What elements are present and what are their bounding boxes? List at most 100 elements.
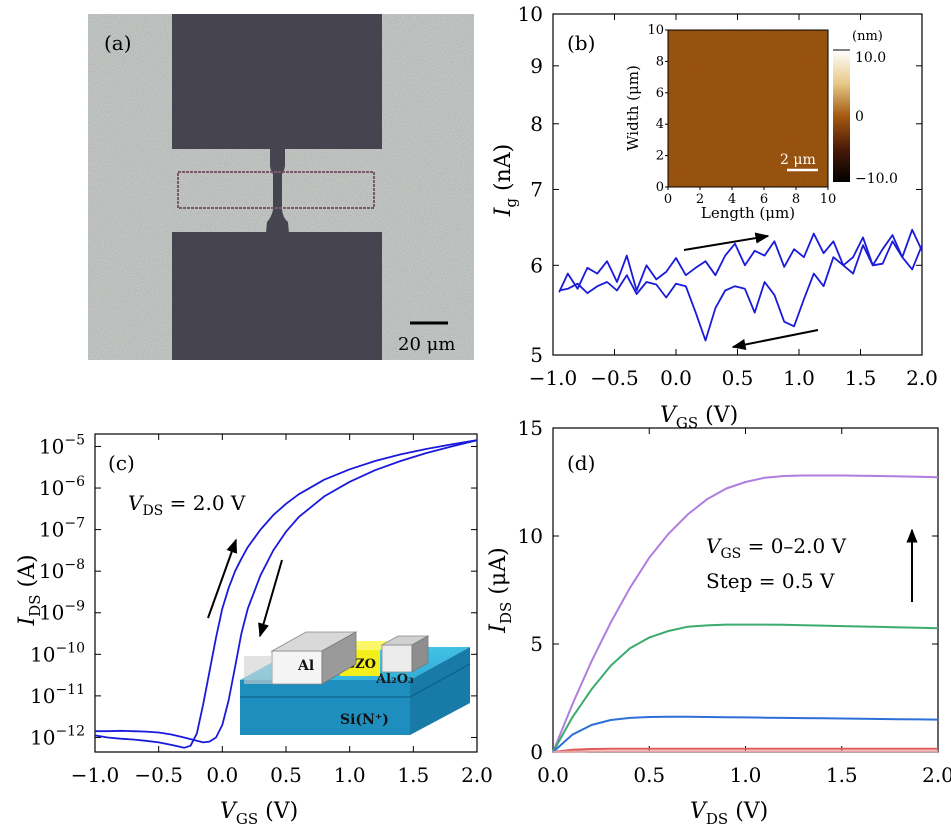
panel-b-ytick-label: 5 — [530, 343, 543, 367]
panel-b: −1.0 −0.5 0.0 0.5 1.0 1.5 2.0 5 6 7 8 9 10 (b) Ig (n… — [491, 2, 938, 432]
bottom-electrode — [172, 232, 382, 360]
panel-c-ytick-label: 10−11 — [30, 682, 85, 708]
vds-annotation: VDS = 2.0 V — [128, 491, 246, 519]
panel-d-xtick-label: 1.5 — [826, 763, 858, 787]
afm-xtick-label: 8 — [792, 192, 800, 207]
panel-c-xtick-label: 0.5 — [270, 763, 302, 787]
panel-d-series-vgs-0 — [552, 750, 938, 753]
panel-c-ytick-label: 10−10 — [30, 640, 85, 666]
panel-c-label: (c) — [108, 451, 135, 475]
device-schematic: Al₂O₃ Si(N⁺) IGZO Al — [240, 631, 471, 735]
panel-c-series-reverse — [95, 439, 478, 744]
panel-c: −1.0 −0.5 0.0 0.5 1.0 1.5 2.0 10−12 10−11 10−10 10… — [15, 432, 493, 828]
reverse-sweep-arrow-c — [258, 559, 283, 638]
colorbar-unit: (nm) — [852, 29, 883, 44]
afm-ylabel: Width (μm) — [624, 65, 642, 151]
afm-xtick-label: 0 — [664, 192, 672, 207]
svg-text:Ig (nA): Ig (nA) — [491, 144, 520, 218]
afm-ytick-label: 4 — [656, 117, 664, 132]
panel-c-ytick-label: 10−5 — [39, 432, 85, 458]
afm-ytick-label: 8 — [656, 54, 664, 69]
panel-c-xtick-label: 2.0 — [461, 763, 493, 787]
panel-c-ytick-label: 10−9 — [39, 599, 85, 625]
panel-d-xtick-label: 2.0 — [922, 763, 951, 787]
colorbar-mid: 0 — [855, 109, 864, 125]
top-electrode — [172, 14, 382, 149]
panel-b-ytick-label: 9 — [530, 54, 543, 78]
svg-text:VGS (V): VGS (V) — [660, 403, 738, 432]
panel-d-xtick-label: 1.0 — [730, 763, 762, 787]
afm-ytick-label: 6 — [656, 86, 664, 101]
panel-b-xtick-label: 2.0 — [906, 366, 938, 390]
step-annotation: Step = 0.5 V — [706, 569, 835, 593]
panel-d-xlabel: VDS (V) — [690, 799, 768, 828]
panel-a: (a) 20 μm — [88, 14, 474, 360]
panel-c-xtick-label: −1.0 — [71, 763, 120, 787]
panel-d-series-vgs-1-0 — [552, 715, 939, 753]
panel-b-series-forward — [558, 228, 923, 293]
panel-c-ylabel: IDS (A) — [15, 554, 44, 626]
panel-c-xlabel: VGS (V) — [220, 799, 298, 828]
panel-b-ytick-label: 8 — [530, 112, 543, 136]
al-electrode-right — [381, 644, 413, 673]
panel-b-xtick-label: 0.5 — [722, 366, 754, 390]
afm-texture — [668, 30, 828, 187]
channel-constriction — [266, 148, 289, 233]
afm-xtick-label: 4 — [728, 192, 736, 207]
panel-d-ytick-label: 5 — [530, 632, 543, 656]
afm-frame — [667, 29, 829, 188]
scale-bar-label: 20 μm — [398, 334, 455, 355]
reverse-sweep-arrow — [731, 329, 819, 351]
panel-c-xtick-label: 0.0 — [206, 763, 238, 787]
afm-xtick-label: 6 — [760, 192, 768, 207]
panel-b-xlabel: VGS (V) — [660, 403, 738, 432]
panel-b-ylabel: Ig (nA) — [491, 144, 520, 218]
afm-ytick-label: 2 — [656, 149, 664, 164]
svg-text:IDS (A): IDS (A) — [15, 554, 44, 626]
panel-d-ylabel: IDS (μA) — [486, 547, 515, 633]
panel-d-xtick-label: 0.5 — [633, 763, 665, 787]
panel-c-ytick-label: 10−6 — [39, 474, 85, 500]
panel-b-axes: −1.0 −0.5 0.0 0.5 1.0 1.5 2.0 5 6 7 8 9 10 — [518, 2, 938, 390]
forward-sweep-arrow — [683, 232, 770, 251]
si-substrate-front — [240, 680, 410, 735]
panel-c-xtick-label: 1.5 — [397, 763, 429, 787]
afm-axis-ticks: 00 2 2 4 4 6 6 8 8 10 10 — [647, 23, 836, 207]
panel-b-ytick-label: 10 — [518, 2, 543, 26]
svg-text:IDS (μA): IDS (μA) — [486, 547, 515, 633]
afm-xlabel: Length (μm) — [701, 204, 795, 222]
afm-ytick-label: 10 — [647, 23, 664, 38]
al-label: Al — [297, 658, 314, 674]
svg-text:VGS (V): VGS (V) — [220, 799, 298, 828]
si-label: Si(N⁺) — [340, 712, 389, 728]
panel-d-series-vgs-1-5 — [552, 623, 939, 753]
panel-b-ytick-label: 6 — [530, 253, 543, 277]
panel-b-xtick-label: −1.0 — [529, 366, 578, 390]
panel-d-label: (d) — [567, 451, 595, 475]
panel-b-xtick-label: 1.0 — [783, 366, 815, 390]
afm-colorbar — [833, 50, 850, 182]
panel-c-xtick-label: 1.0 — [334, 763, 366, 787]
afm-ytick-label: 0 — [656, 180, 664, 195]
panel-b-ytick-label: 7 — [530, 177, 543, 201]
afm-xtick-label: 2 — [696, 192, 704, 207]
panel-b-xtick-label: 1.5 — [845, 366, 877, 390]
panel-a-label: (a) — [104, 31, 132, 55]
panel-c-ytick-label: 10−7 — [39, 516, 85, 542]
al2o3-label: Al₂O₃ — [375, 672, 414, 687]
panel-b-label: (b) — [567, 31, 595, 55]
panel-d-series-vgs-2-0 — [552, 474, 939, 753]
panel-b-xtick-label: 0.0 — [660, 366, 692, 390]
panel-c-ytick-label: 10−12 — [30, 723, 85, 749]
panel-d-axes: 0.0 0.5 1.0 1.5 2.0 0 5 10 15 — [518, 416, 951, 787]
active-layer-outline — [177, 171, 375, 209]
svg-text:VDS (V): VDS (V) — [690, 799, 768, 828]
panel-c-xtick-label: −0.5 — [134, 763, 183, 787]
afm-scale-bar-label: 2 μm — [780, 152, 816, 168]
panel-c-ytick-label: 10−8 — [39, 557, 85, 583]
panel-b-xtick-label: −0.5 — [590, 366, 639, 390]
panel-d-ytick-label: 15 — [518, 416, 543, 440]
colorbar-max: 10.0 — [855, 50, 886, 66]
